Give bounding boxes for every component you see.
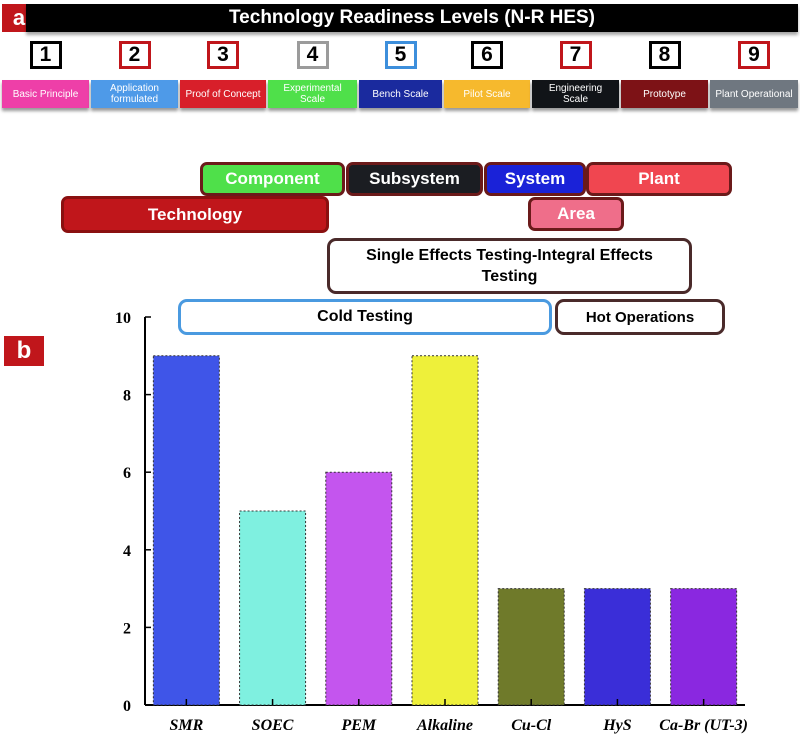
trl-number-5: 5: [384, 41, 417, 69]
trl-level-4-label: Experimental Scale: [268, 80, 357, 108]
bar-hys: [583, 588, 651, 706]
single-integral-testing-box: Single Effects Testing-Integral Effects …: [327, 238, 692, 294]
cold-testing-box: Cold Testing: [178, 299, 552, 335]
trl-level-6-label: Pilot Scale: [444, 80, 530, 108]
hot-operations-box: Hot Operations: [555, 299, 725, 335]
x-tick-label-hys: HyS: [602, 717, 632, 734]
trl-number-4: 4: [296, 41, 329, 69]
trl-number-6: 6: [471, 41, 503, 69]
trl-number-9: 9: [738, 41, 770, 69]
trl-number-2: 2: [118, 41, 151, 69]
trl-level-8-label: Prototype: [621, 80, 708, 108]
scope-technology: Technology: [61, 196, 329, 233]
x-tick-label-cu-cl: Cu-Cl: [511, 717, 552, 734]
y-tick-label-6: 6: [123, 465, 131, 482]
y-tick-label-8: 8: [123, 388, 131, 405]
panel-b-label: b: [4, 336, 44, 366]
x-tick-label-ca-br-ut-3-: Ca-Br (UT-3): [659, 717, 748, 734]
scope-subsystem: Subsystem: [346, 162, 483, 196]
bar-smr: [152, 355, 220, 706]
trl-number-8: 8: [648, 41, 681, 69]
bar-alkaline: [411, 355, 479, 706]
trl-number-7: 7: [559, 41, 592, 69]
scope-component: Component: [200, 162, 345, 196]
x-tick-label-soec: SOEC: [252, 717, 294, 734]
scope-system: System: [484, 162, 586, 196]
bar-ca-br-ut-3-: [670, 588, 738, 706]
y-tick-label-0: 0: [123, 698, 131, 715]
bar-cu-cl: [497, 588, 565, 706]
trl-level-3-label: Proof of Concept: [180, 80, 266, 108]
trl-number-3: 3: [207, 41, 239, 69]
trl-number-1: 1: [29, 41, 62, 69]
x-tick-label-alkaline: Alkaline: [416, 717, 473, 734]
trl-level-9-label: Plant Operational: [710, 80, 798, 108]
trl-level-7-label: Engineering Scale: [532, 80, 619, 108]
y-tick-label-4: 4: [123, 543, 131, 560]
trl-title: Technology Readiness Levels (N-R HES): [228, 7, 595, 28]
scope-plant: Plant: [586, 162, 732, 196]
x-tick-label-smr: SMR: [169, 717, 203, 734]
y-tick-label-2: 2: [123, 620, 131, 637]
x-tick-label-pem: PEM: [340, 717, 376, 734]
scope-area: Area: [528, 197, 624, 231]
trl-level-5-label: Bench Scale: [359, 80, 442, 108]
y-tick-label-10: 10: [115, 310, 131, 327]
trl-level-2-label: Application formulated: [91, 80, 178, 108]
bar-pem: [325, 471, 393, 706]
bar-soec: [239, 510, 307, 706]
trl-title-bar: Technology Readiness Levels (N-R HES): [26, 4, 798, 32]
trl-level-1-label: Basic Principle: [2, 80, 89, 108]
